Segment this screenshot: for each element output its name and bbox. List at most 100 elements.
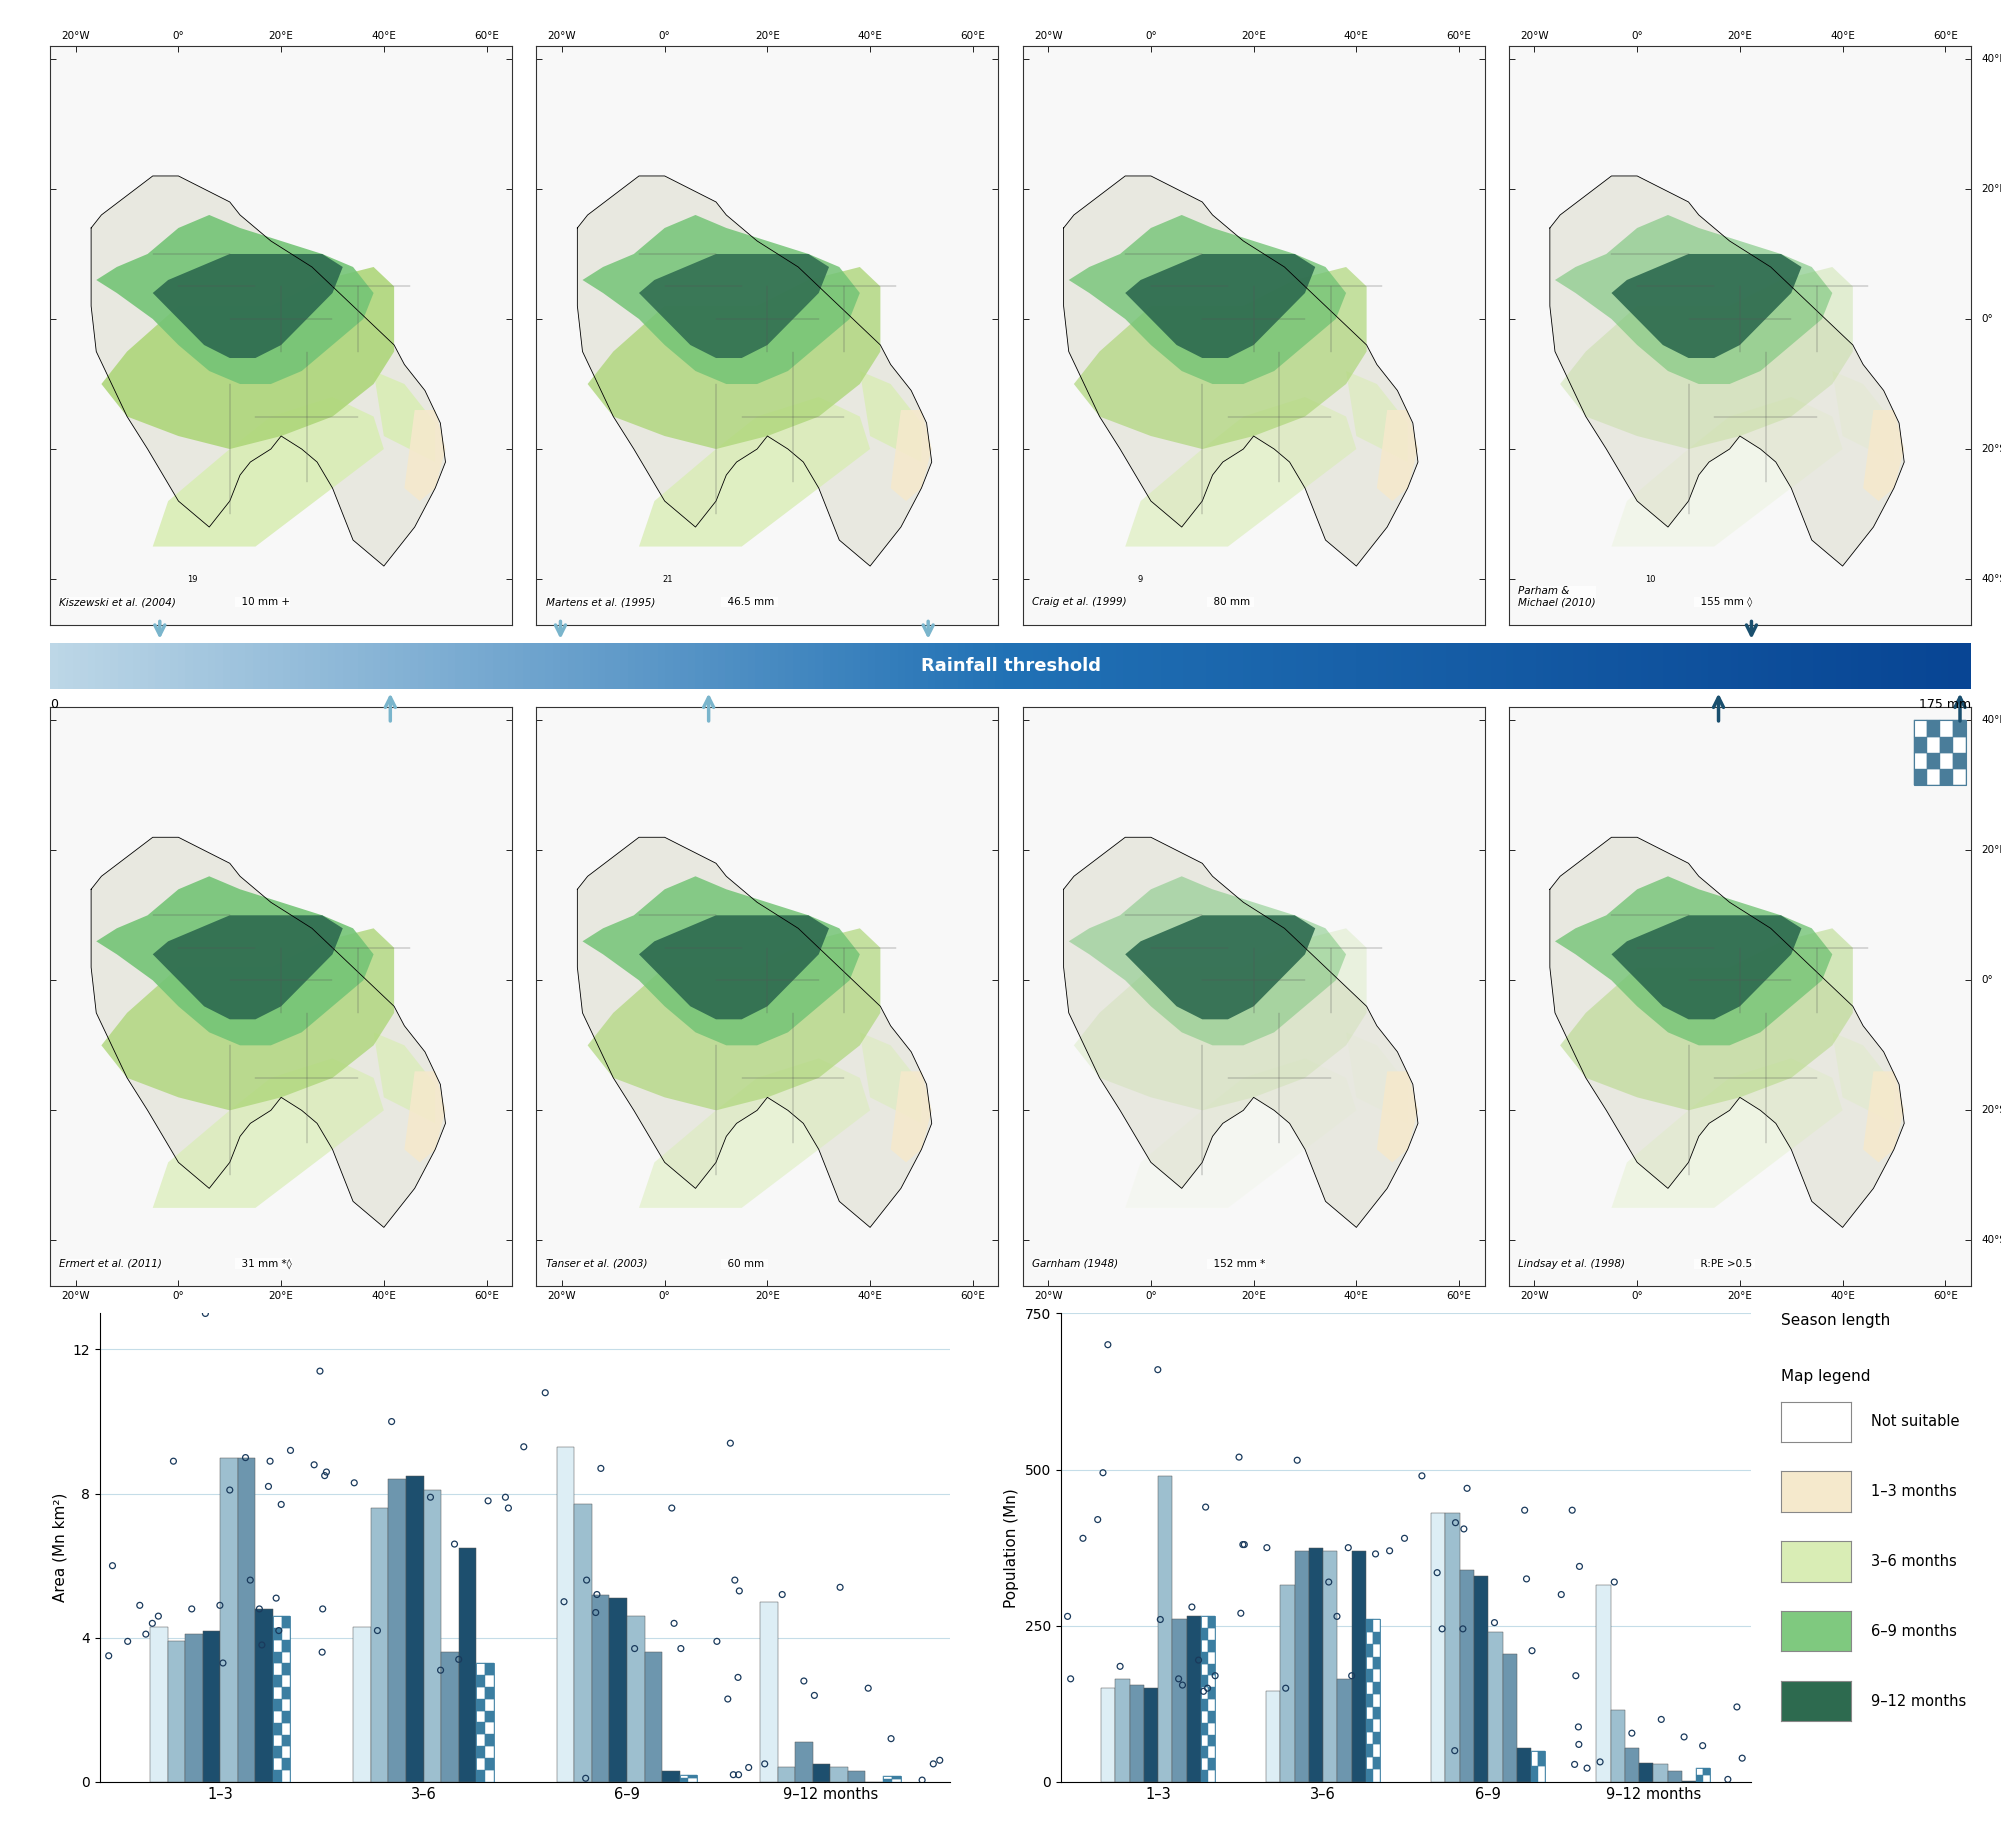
Point: [924, 1745, 956, 1775]
Polygon shape: [578, 838, 932, 1227]
Bar: [1201, 1699, 1209, 1710]
Point: [158, 1446, 190, 1475]
Bar: [1201, 1771, 1209, 1782]
Polygon shape: [582, 876, 716, 941]
Polygon shape: [638, 397, 870, 547]
Polygon shape: [1551, 176, 1905, 566]
Bar: [1209, 1699, 1215, 1710]
Text: Map legend: Map legend: [1781, 1369, 1871, 1383]
Bar: [680, 1775, 688, 1778]
Point: [92, 1640, 124, 1670]
Point: [916, 1749, 948, 1778]
Bar: [272, 1723, 282, 1734]
Point: [1251, 1532, 1283, 1561]
Bar: [484, 1771, 494, 1782]
Bar: [484, 1758, 494, 1771]
Point: [252, 1471, 284, 1501]
Bar: [1209, 1640, 1215, 1651]
Bar: [1367, 1756, 1373, 1769]
Bar: [272, 1664, 282, 1675]
Bar: [680, 1775, 696, 1782]
Text: Season length: Season length: [1781, 1313, 1891, 1328]
Bar: [484, 1747, 494, 1758]
Bar: [848, 1771, 864, 1782]
Text: Lindsay et al. (1998): Lindsay et al. (1998): [1519, 1258, 1625, 1269]
Text: Rainfall threshold: Rainfall threshold: [920, 658, 1101, 674]
Text: 0: 0: [50, 698, 58, 711]
Polygon shape: [404, 1071, 446, 1163]
Bar: [688, 1775, 696, 1778]
Point: [136, 1609, 168, 1639]
Bar: [1927, 770, 1941, 784]
Bar: [1927, 720, 1941, 737]
Text: 175 mm: 175 mm: [1919, 698, 1971, 711]
Bar: [484, 1686, 494, 1699]
Text: 9: 9: [1137, 575, 1143, 584]
Bar: [272, 1686, 282, 1699]
Bar: [1927, 753, 1941, 770]
Bar: [1159, 1475, 1173, 1782]
Bar: [830, 1767, 848, 1782]
Bar: [1953, 720, 1965, 737]
Point: [262, 1617, 294, 1646]
Bar: [1353, 1550, 1367, 1782]
Point: [1563, 1552, 1595, 1582]
Point: [1183, 1646, 1215, 1675]
Point: [1105, 1651, 1137, 1681]
Point: [1563, 1712, 1595, 1741]
Polygon shape: [1561, 928, 1853, 1110]
Bar: [484, 1675, 494, 1686]
Polygon shape: [1125, 1058, 1357, 1209]
Point: [338, 1468, 370, 1497]
Bar: [1703, 1775, 1711, 1782]
Bar: [1373, 1683, 1381, 1694]
Point: [714, 1429, 746, 1459]
Text: 31 mm *◊: 31 mm *◊: [234, 1258, 292, 1269]
Point: [1439, 1736, 1471, 1765]
Point: [246, 1629, 278, 1659]
Bar: [1201, 1617, 1209, 1628]
Bar: [794, 1741, 812, 1782]
Bar: [1209, 1723, 1215, 1734]
Polygon shape: [1561, 266, 1853, 448]
Polygon shape: [1069, 215, 1347, 384]
Bar: [1539, 1751, 1545, 1767]
Polygon shape: [582, 876, 860, 1045]
Point: [508, 1433, 540, 1462]
Bar: [1267, 1692, 1281, 1782]
Point: [490, 1482, 522, 1512]
Text: 40°S: 40°S: [1981, 1236, 2001, 1245]
Point: [112, 1628, 144, 1657]
Point: [472, 1486, 504, 1516]
Point: [1225, 1598, 1257, 1628]
Bar: [1115, 1679, 1131, 1782]
Text: Ermert et al. (2011): Ermert et al. (2011): [60, 1258, 162, 1269]
Bar: [476, 1662, 484, 1675]
Polygon shape: [1833, 371, 1895, 463]
Point: [1163, 1664, 1195, 1694]
Polygon shape: [1065, 838, 1419, 1227]
Polygon shape: [860, 371, 922, 463]
Bar: [484, 1662, 494, 1675]
Point: [206, 1648, 238, 1677]
Y-axis label: Population (Mn): Population (Mn): [1005, 1488, 1019, 1607]
Bar: [610, 1598, 626, 1782]
Polygon shape: [638, 1058, 870, 1209]
Point: [700, 1628, 732, 1657]
Point: [788, 1666, 820, 1696]
Point: [1083, 1505, 1115, 1534]
Point: [130, 1620, 162, 1650]
Bar: [282, 1734, 290, 1747]
Point: [1585, 1747, 1617, 1776]
Bar: [1367, 1769, 1373, 1782]
Bar: [892, 1780, 900, 1782]
Point: [548, 1587, 580, 1617]
Polygon shape: [96, 215, 230, 279]
Bar: [1373, 1694, 1381, 1707]
Point: [722, 1662, 754, 1692]
Point: [1557, 1495, 1589, 1525]
Polygon shape: [92, 838, 446, 1227]
Polygon shape: [1863, 410, 1905, 502]
Bar: [1373, 1732, 1381, 1745]
Point: [230, 1442, 262, 1471]
